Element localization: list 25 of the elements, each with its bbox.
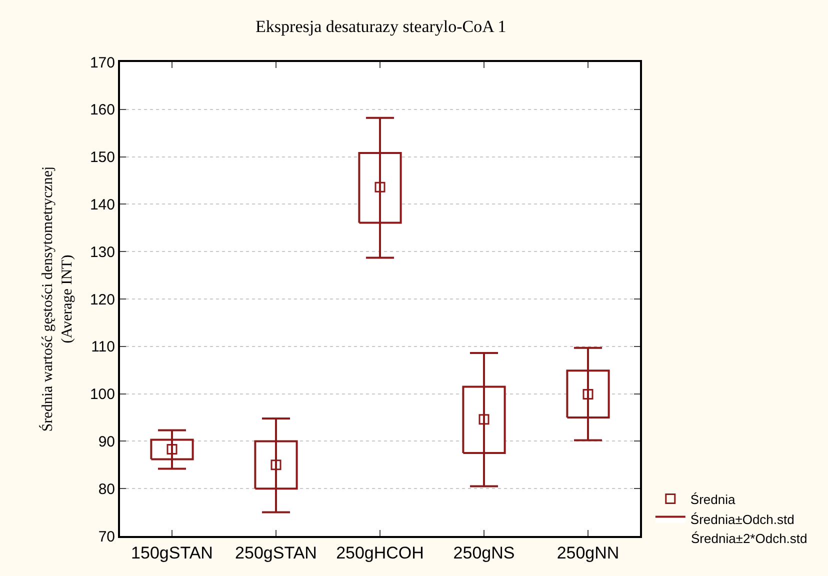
text: Średnia±2*Odch.std [691, 531, 808, 546]
x-tick-label: 150gSTAN [131, 543, 213, 562]
y-tick-label: 120 [90, 291, 115, 308]
x-tick-label: 250gSTAN [235, 543, 317, 562]
y-tick-label: 150 [90, 149, 115, 166]
point [582, 389, 594, 400]
chart-title: Ekspresja desaturazy stearylo-CoA 1 [256, 16, 506, 36]
y-axis-title: Średnia wartość gęstości densytometrycznej (Average INT) [39, 166, 76, 432]
y-tick-label: 90 [98, 433, 115, 450]
y-tick-label: 140 [90, 196, 115, 214]
y-tick-label: 80 [98, 480, 115, 498]
y-tick-label: 110 [91, 338, 115, 356]
legend-label: Średnia [690, 492, 736, 507]
y-tick-label: 170 [90, 54, 115, 72]
x-tick-label: 250gHCOH [336, 543, 424, 562]
x-tick-label: 250gNS [453, 543, 515, 562]
legend-label: Średnia±Odch.std [690, 512, 794, 527]
point [270, 460, 282, 470]
x-tick-label: 250gNN [556, 543, 620, 562]
point [374, 182, 386, 192]
point [478, 414, 490, 425]
y-tick-label: 100 [90, 386, 115, 404]
y-tick-label: 160 [90, 102, 115, 119]
y-tick-label: 130 [90, 244, 115, 261]
y-tick-label: 70 [98, 528, 115, 546]
